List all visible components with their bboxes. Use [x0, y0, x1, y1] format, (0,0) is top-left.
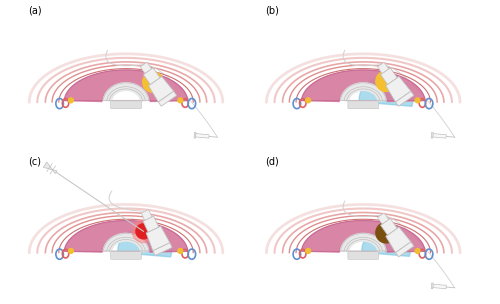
Circle shape	[306, 249, 310, 253]
Polygon shape	[362, 229, 410, 256]
FancyBboxPatch shape	[348, 251, 378, 259]
Polygon shape	[194, 132, 196, 138]
Polygon shape	[396, 91, 414, 106]
Circle shape	[136, 224, 151, 239]
Polygon shape	[141, 209, 152, 220]
Polygon shape	[143, 216, 159, 232]
Polygon shape	[433, 284, 446, 289]
Polygon shape	[104, 233, 148, 252]
Text: (d): (d)	[266, 156, 279, 166]
Polygon shape	[431, 132, 433, 138]
Polygon shape	[386, 227, 411, 253]
Polygon shape	[340, 233, 386, 252]
Polygon shape	[396, 242, 414, 257]
Circle shape	[68, 98, 73, 103]
Polygon shape	[380, 68, 397, 85]
Polygon shape	[196, 133, 209, 138]
Polygon shape	[140, 62, 151, 74]
FancyBboxPatch shape	[348, 101, 378, 109]
Polygon shape	[302, 221, 425, 252]
Polygon shape	[43, 162, 57, 174]
Circle shape	[415, 98, 420, 103]
Polygon shape	[359, 77, 413, 106]
Polygon shape	[64, 70, 188, 102]
Polygon shape	[386, 76, 411, 102]
Polygon shape	[378, 62, 388, 74]
Circle shape	[68, 249, 73, 253]
Circle shape	[415, 249, 420, 253]
Polygon shape	[431, 283, 433, 289]
Text: (c): (c)	[28, 156, 41, 166]
Polygon shape	[148, 76, 174, 102]
Polygon shape	[302, 70, 425, 102]
Circle shape	[376, 223, 396, 243]
Circle shape	[306, 98, 310, 103]
Polygon shape	[144, 68, 160, 85]
FancyBboxPatch shape	[110, 251, 142, 259]
Circle shape	[376, 71, 396, 92]
Polygon shape	[104, 83, 148, 101]
Polygon shape	[380, 218, 397, 235]
Polygon shape	[158, 91, 176, 106]
Circle shape	[178, 249, 182, 253]
Text: (a): (a)	[28, 6, 42, 16]
Polygon shape	[153, 243, 172, 255]
Polygon shape	[433, 133, 446, 138]
Polygon shape	[64, 221, 188, 252]
Text: (b): (b)	[266, 6, 280, 16]
Polygon shape	[118, 227, 172, 257]
Polygon shape	[378, 213, 388, 224]
Polygon shape	[340, 83, 386, 101]
Circle shape	[178, 98, 182, 103]
Circle shape	[142, 72, 163, 92]
Circle shape	[132, 220, 155, 243]
Polygon shape	[146, 226, 170, 250]
FancyBboxPatch shape	[110, 101, 142, 109]
